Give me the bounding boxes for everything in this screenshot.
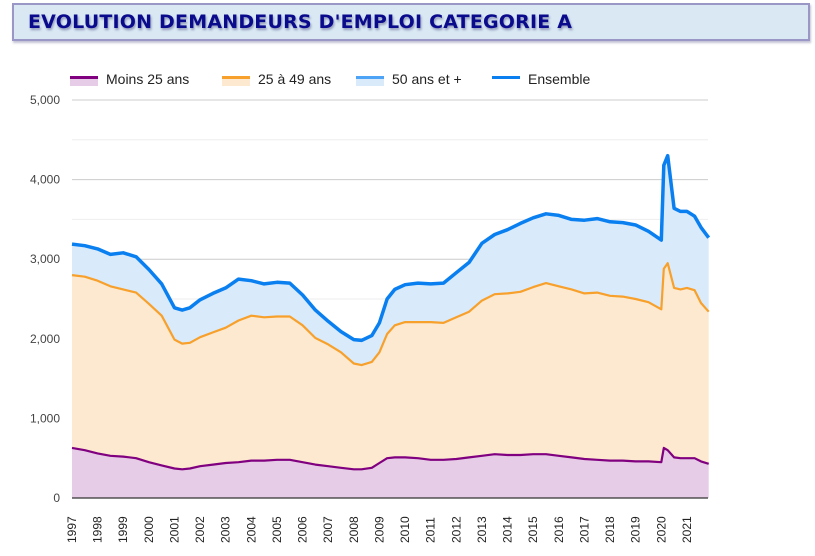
x-tick-label: 2021 xyxy=(680,516,694,543)
legend-swatch-fill xyxy=(70,78,98,86)
legend-swatch-line xyxy=(356,76,384,79)
x-tick-label: 2004 xyxy=(244,516,258,543)
x-tick-label: 2002 xyxy=(193,516,207,543)
area-50-ans-et-plus xyxy=(72,155,709,366)
legend-swatch-line xyxy=(222,76,250,79)
x-tick-label: 2010 xyxy=(398,516,412,543)
title-banner: EVOLUTION DEMANDEURS D'EMPLOI CATEGORIE … xyxy=(12,3,810,41)
x-tick-label: 1998 xyxy=(91,516,105,543)
legend-label: 25 à 49 ans xyxy=(258,71,331,87)
x-tick-label: 2009 xyxy=(372,516,386,543)
x-tick-label: 2019 xyxy=(629,516,643,543)
x-axis-ticks: 1997 1998 1999 2000 2001 2002 2003 2004 2005 2006… xyxy=(65,516,694,543)
legend-label: 50 ans et + xyxy=(392,71,462,87)
area-25-a-49-ans xyxy=(72,263,709,470)
x-tick-label: 2008 xyxy=(347,516,361,543)
chart-title: EVOLUTION DEMANDEURS D'EMPLOI CATEGORIE … xyxy=(28,11,573,33)
x-tick-label: 2015 xyxy=(526,516,540,543)
legend-swatch-line xyxy=(70,76,98,79)
x-tick-label: 2012 xyxy=(449,516,463,543)
series-lines xyxy=(71,153,711,471)
legend-swatch-fill xyxy=(356,78,384,86)
x-tick-label: 2018 xyxy=(603,516,617,543)
y-tick-label: 2,000 xyxy=(30,332,60,346)
legend-item-25-49-ans: 25 à 49 ans xyxy=(222,71,331,87)
x-tick-label: 2016 xyxy=(552,516,566,543)
y-tick-label: 0 xyxy=(53,491,60,505)
x-tick-label: 2007 xyxy=(321,516,335,543)
x-tick-label: 2020 xyxy=(654,516,668,543)
y-axis-ticks: 0 1,000 2,000 3,000 4,000 5,000 xyxy=(30,93,60,505)
line-25-a-49-ans xyxy=(71,262,710,367)
legend-label: Moins 25 ans xyxy=(106,71,189,87)
legend-swatch-line xyxy=(492,76,520,79)
x-tick-label: 1999 xyxy=(116,516,130,543)
line-moins-25-ans xyxy=(71,446,710,471)
x-tick-label: 2003 xyxy=(219,516,233,543)
legend-swatch-fill xyxy=(222,78,250,86)
x-tick-label: 2017 xyxy=(577,516,591,543)
x-tick-label: 2013 xyxy=(475,516,489,543)
legend: Moins 25 ans 25 à 49 ans 50 ans et + Ensemb… xyxy=(70,71,590,87)
legend-label: Ensemble xyxy=(528,71,590,87)
x-tick-label: 2005 xyxy=(270,516,284,543)
x-tick-label: 2011 xyxy=(424,517,438,543)
y-tick-label: 1,000 xyxy=(30,411,60,425)
legend-item-moins-25-ans: Moins 25 ans xyxy=(70,71,189,87)
series-areas xyxy=(72,155,709,498)
x-tick-label: 2001 xyxy=(167,516,181,543)
area-moins-25-ans xyxy=(72,447,709,498)
x-tick-label: 1997 xyxy=(65,516,79,543)
legend-item-50-ans-et-: 50 ans et + xyxy=(356,71,462,87)
x-tick-label: 2014 xyxy=(501,516,515,543)
legend-item-ensemble: Ensemble xyxy=(492,71,590,87)
x-tick-label: 2006 xyxy=(296,516,310,543)
x-tick-label: 2000 xyxy=(142,516,156,543)
y-tick-label: 5,000 xyxy=(30,93,60,107)
line-ensemble xyxy=(71,153,711,343)
y-tick-label: 4,000 xyxy=(30,173,60,187)
y-tick-label: 3,000 xyxy=(30,252,60,266)
